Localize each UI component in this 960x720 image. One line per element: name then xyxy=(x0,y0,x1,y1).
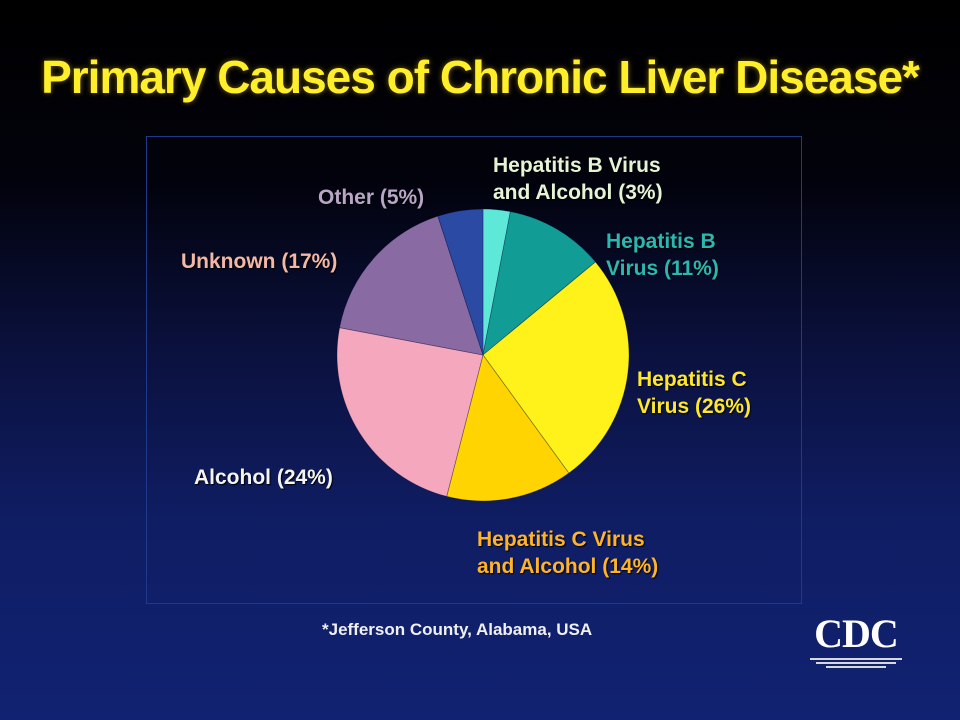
slice-label-hcv: Hepatitis C Virus (26%) xyxy=(637,366,751,420)
footnote: *Jefferson County, Alabama, USA xyxy=(322,620,593,639)
slice-label-alcohol: Alcohol (24%) xyxy=(194,464,333,491)
logo-fine-print-line xyxy=(826,666,886,668)
logo-fine-print-line xyxy=(816,662,896,664)
slice-label-hbv: Hepatitis B Virus (11%) xyxy=(606,228,719,282)
label-line: Virus (11%) xyxy=(606,257,719,280)
slice-hbv xyxy=(482,211,597,357)
slice-unknown xyxy=(339,215,484,356)
chart-title: Primary Causes of Chronic Liver Disease* xyxy=(41,51,920,103)
slice-alcohol xyxy=(336,327,484,497)
label-line: Hepatitis B Virus xyxy=(493,154,661,177)
label-line: Hepatitis C xyxy=(637,368,747,391)
label-line: Hepatitis C Virus xyxy=(477,528,645,551)
logo-fine-print-line xyxy=(810,658,902,660)
cdc-logo: CDC xyxy=(808,612,904,670)
slice-hcv-alcohol xyxy=(446,354,570,502)
chart-frame xyxy=(146,136,802,604)
label-line: Unknown (17%) xyxy=(181,250,338,273)
slice-label-hcv-alcohol: Hepatitis C Virus and Alcohol (14%) xyxy=(477,526,658,580)
label-line: and Alcohol (14%) xyxy=(477,555,659,578)
slice-label-unknown: Unknown (17%) xyxy=(181,248,337,275)
label-line: Virus (26%) xyxy=(637,395,751,418)
cdc-logo-text: CDC xyxy=(814,611,899,656)
label-line: and Alcohol (3%) xyxy=(493,181,663,204)
slice-hcv xyxy=(482,261,630,474)
label-line: Alcohol (24%) xyxy=(194,466,333,489)
slice-label-hbv-alcohol: Hepatitis B Virus and Alcohol (3%) xyxy=(493,152,663,206)
label-line: Hepatitis B xyxy=(606,230,716,253)
slice-other xyxy=(437,208,484,356)
slice-label-other: Other (5%) xyxy=(318,184,424,211)
label-line: Other (5%) xyxy=(318,186,425,209)
slice-hbv-alcohol xyxy=(482,208,511,356)
